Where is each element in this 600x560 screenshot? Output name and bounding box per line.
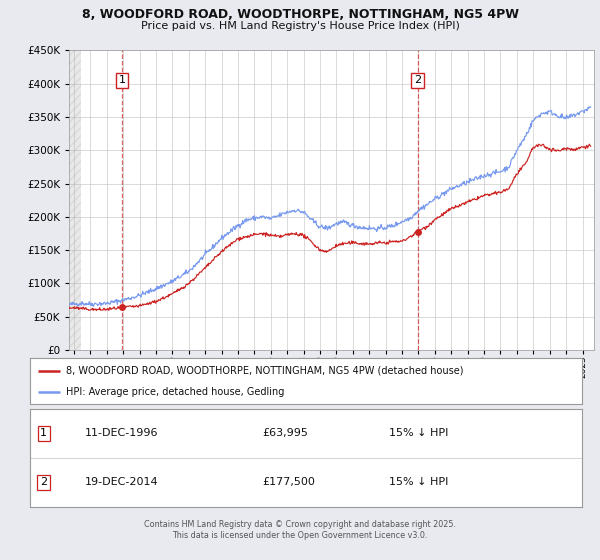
Text: 2: 2 [40,477,47,487]
Text: 8, WOODFORD ROAD, WOODTHORPE, NOTTINGHAM, NG5 4PW (detached house): 8, WOODFORD ROAD, WOODTHORPE, NOTTINGHAM… [66,366,463,376]
Text: Price paid vs. HM Land Registry's House Price Index (HPI): Price paid vs. HM Land Registry's House … [140,21,460,31]
Text: 15% ↓ HPI: 15% ↓ HPI [389,477,448,487]
Text: 15% ↓ HPI: 15% ↓ HPI [389,428,448,438]
Text: £177,500: £177,500 [262,477,315,487]
Text: £63,995: £63,995 [262,428,308,438]
Text: Contains HM Land Registry data © Crown copyright and database right 2025.
This d: Contains HM Land Registry data © Crown c… [144,520,456,540]
Text: 19-DEC-2014: 19-DEC-2014 [85,477,159,487]
Text: 1: 1 [40,428,47,438]
Text: HPI: Average price, detached house, Gedling: HPI: Average price, detached house, Gedl… [66,387,284,397]
Text: 11-DEC-1996: 11-DEC-1996 [85,428,158,438]
Text: 1: 1 [119,76,125,85]
Text: 2: 2 [414,76,421,85]
Text: 8, WOODFORD ROAD, WOODTHORPE, NOTTINGHAM, NG5 4PW: 8, WOODFORD ROAD, WOODTHORPE, NOTTINGHAM… [82,8,518,21]
